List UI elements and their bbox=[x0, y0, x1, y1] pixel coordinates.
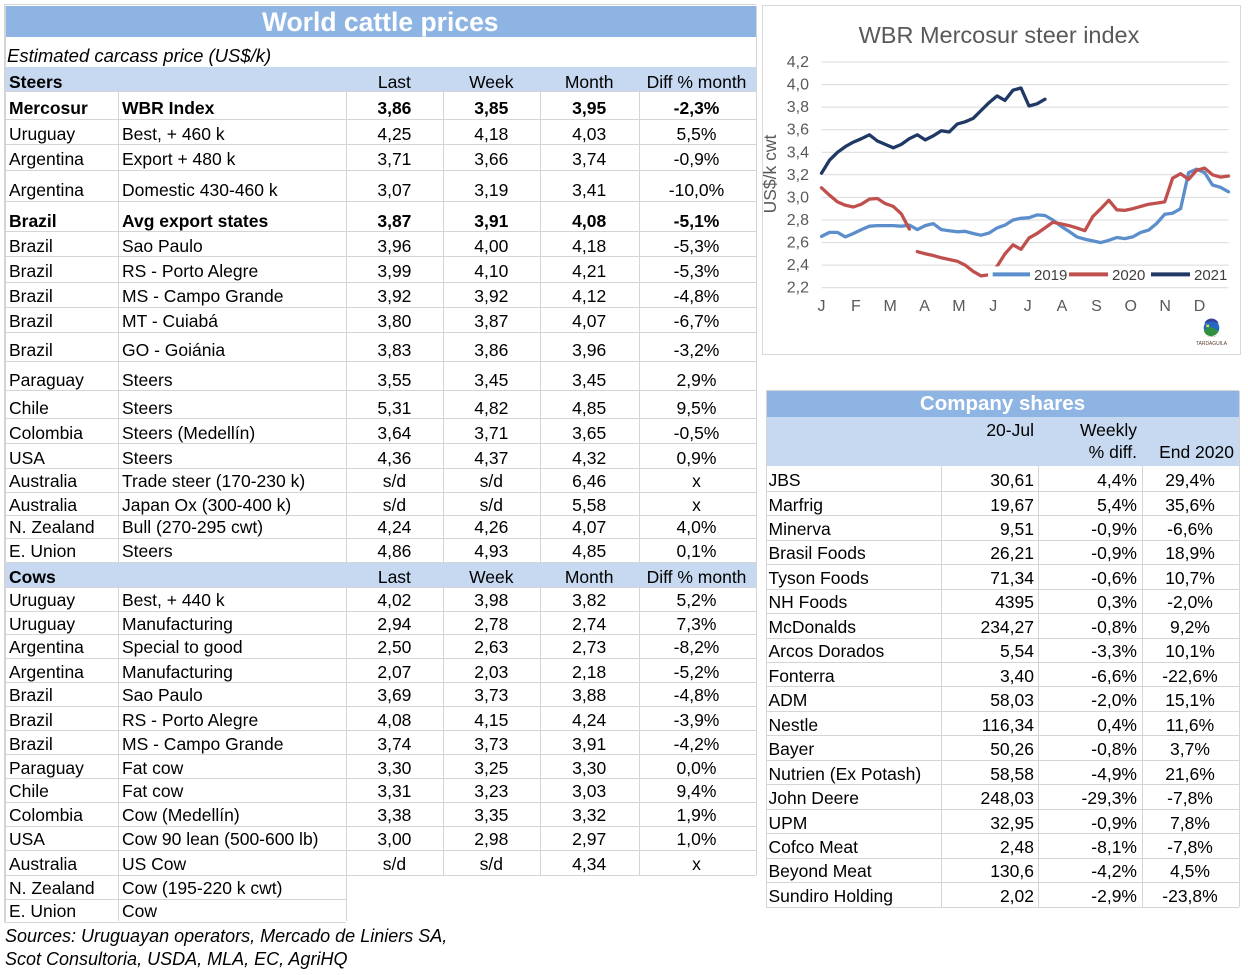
svg-text:3,8: 3,8 bbox=[787, 99, 809, 116]
svg-text:2,4: 2,4 bbox=[787, 257, 809, 274]
svg-text:2,8: 2,8 bbox=[787, 212, 809, 229]
svg-text:2020: 2020 bbox=[1112, 267, 1145, 284]
svg-text:2021: 2021 bbox=[1194, 267, 1227, 284]
svg-text:WBR Mercosur steer index: WBR Mercosur steer index bbox=[859, 22, 1140, 48]
svg-text:J: J bbox=[818, 298, 826, 315]
svg-text:O: O bbox=[1124, 298, 1136, 315]
svg-text:F: F bbox=[851, 298, 861, 315]
svg-text:A: A bbox=[919, 298, 930, 315]
svg-text:J: J bbox=[1024, 298, 1032, 315]
svg-text:2,6: 2,6 bbox=[787, 235, 809, 252]
svg-text:4,0: 4,0 bbox=[787, 77, 809, 94]
svg-text:A: A bbox=[1057, 298, 1068, 315]
svg-text:M: M bbox=[884, 298, 897, 315]
svg-text:2,2: 2,2 bbox=[787, 280, 809, 297]
svg-text:3,6: 3,6 bbox=[787, 122, 809, 139]
svg-text:3,0: 3,0 bbox=[787, 189, 809, 206]
svg-text:S: S bbox=[1091, 298, 1102, 315]
svg-text:3,2: 3,2 bbox=[787, 167, 809, 184]
svg-text:D: D bbox=[1194, 298, 1206, 315]
svg-text:US$/k cwt: US$/k cwt bbox=[762, 134, 780, 213]
svg-text:J: J bbox=[989, 298, 997, 315]
svg-text:N: N bbox=[1159, 298, 1171, 315]
svg-text:3,4: 3,4 bbox=[787, 144, 809, 161]
svg-text:M: M bbox=[952, 298, 965, 315]
svg-text:4,2: 4,2 bbox=[787, 54, 809, 71]
svg-text:TARDAGUILA: TARDAGUILA bbox=[1196, 341, 1228, 347]
svg-text:2019: 2019 bbox=[1034, 267, 1067, 284]
